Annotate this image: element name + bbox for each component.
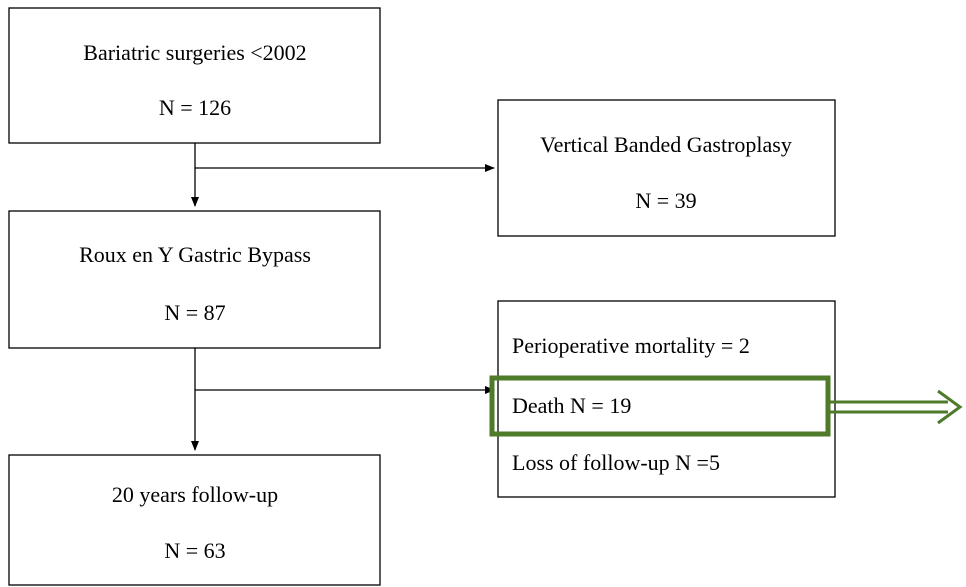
box (497, 99, 836, 237)
box-line: Perioperative mortality = 2 (512, 333, 750, 358)
box (8, 454, 381, 586)
box-count: N = 63 (164, 538, 225, 563)
box-count: N = 126 (159, 95, 231, 120)
box-label: 20 years follow-up (112, 482, 278, 507)
highlight (489, 375, 831, 437)
box-label: Vertical Banded Gastroplasy (540, 132, 792, 157)
box-label: Roux en Y Gastric Bypass (79, 242, 311, 267)
box (8, 210, 381, 349)
highlight-arrow (830, 389, 963, 425)
box (497, 300, 836, 498)
box-line: Death N = 19 (512, 393, 631, 418)
box-count: N = 87 (164, 300, 225, 325)
box-line: Loss of follow-up N =5 (512, 450, 720, 475)
box-label: Bariatric surgeries <2002 (83, 40, 306, 65)
box-count: N = 39 (635, 188, 696, 213)
box (8, 7, 381, 144)
